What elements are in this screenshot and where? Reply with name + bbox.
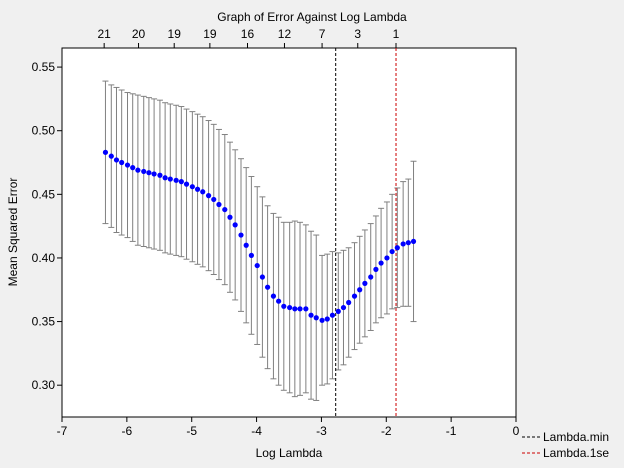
chart-title: Graph of Error Against Log Lambda [217, 10, 407, 24]
top-tick-label: 3 [354, 27, 361, 41]
data-point [205, 193, 212, 199]
data-point [351, 293, 358, 299]
y-tick-label: 0.35 [32, 315, 56, 329]
data-point [189, 184, 195, 190]
top-tick-label: 16 [241, 27, 255, 41]
data-point [335, 308, 341, 314]
data-point [216, 201, 222, 208]
data-point [232, 222, 238, 228]
data-point [329, 312, 336, 318]
data-point [254, 262, 260, 269]
x-tick-label: -2 [381, 424, 392, 438]
data-point [264, 284, 271, 290]
data-point [368, 274, 374, 280]
data-point [211, 196, 217, 203]
data-point [340, 304, 347, 311]
y-tick-label: 0.50 [32, 124, 56, 138]
data-point [389, 248, 395, 255]
y-tick-label: 0.40 [32, 251, 56, 265]
data-point [151, 171, 157, 177]
data-point [248, 252, 254, 259]
data-points [102, 149, 417, 323]
data-point [162, 175, 168, 181]
data-point [276, 298, 282, 304]
top-tick-label: 7 [319, 27, 326, 41]
x-axis: -7 -6 -5 -4 -3 -2 -1 0 [57, 417, 520, 438]
data-point [194, 186, 201, 192]
plot-area [61, 47, 517, 418]
data-point [119, 159, 125, 166]
x-tick-label: -7 [57, 424, 68, 438]
data-point [308, 312, 314, 318]
data-point [183, 181, 190, 187]
y-axis-label: Mean Squared Error [6, 178, 20, 287]
data-point [238, 232, 244, 238]
x-tick-label: -3 [316, 424, 327, 438]
top-tick-label: 19 [168, 27, 182, 41]
data-point [227, 214, 233, 220]
x-tick-label: -1 [446, 424, 457, 438]
top-tick-label: 12 [278, 27, 292, 41]
data-point [297, 306, 303, 312]
top-tick-label: 19 [203, 27, 217, 41]
data-point [108, 153, 114, 159]
data-point [178, 179, 184, 185]
data-point [384, 255, 390, 261]
y-tick-label: 0.45 [32, 187, 56, 201]
data-point [130, 165, 136, 171]
data-point [281, 303, 287, 309]
data-point [319, 317, 325, 323]
data-point [157, 172, 163, 178]
top-tick-label: 1 [393, 27, 400, 41]
x-tick-label: 0 [513, 424, 520, 438]
data-point [394, 245, 400, 251]
x-tick-label: -5 [186, 424, 197, 438]
data-point [102, 149, 109, 155]
y-tick-label: 0.55 [32, 60, 56, 74]
data-point [222, 206, 228, 213]
data-point [243, 242, 249, 248]
x-tick-label: -4 [251, 424, 262, 438]
data-point [303, 306, 309, 312]
x-axis-label: Log Lambda [256, 446, 323, 460]
data-point [410, 238, 417, 245]
data-point [292, 306, 298, 312]
data-point [405, 240, 411, 246]
data-point [362, 280, 368, 286]
data-point [200, 189, 206, 195]
data-point [287, 304, 293, 311]
reference-lines [335, 48, 397, 417]
data-point [173, 177, 179, 183]
data-point [135, 167, 141, 173]
legend-label: Lambda.1se [543, 446, 609, 460]
data-point [259, 274, 266, 280]
top-tick-label: 20 [132, 27, 146, 41]
y-axis: 0.30 0.35 0.40 0.45 0.50 0.55 [32, 60, 62, 392]
data-point [270, 293, 277, 299]
data-point [324, 316, 330, 322]
data-point [373, 266, 379, 272]
data-point [146, 170, 152, 176]
data-point [124, 162, 131, 168]
data-point [167, 176, 173, 182]
y-tick-label: 0.30 [32, 378, 56, 392]
data-point [357, 287, 363, 293]
top-tick-label: 21 [97, 27, 111, 41]
x-tick-label: -6 [122, 424, 133, 438]
top-axis: 21 20 19 19 16 12 7 3 1 [97, 27, 400, 48]
data-point [113, 157, 120, 163]
data-point [346, 299, 352, 306]
legend: Lambda.min Lambda.1se [522, 430, 609, 460]
data-point [400, 241, 406, 247]
data-point [378, 260, 384, 266]
data-point [313, 315, 319, 321]
data-point [141, 168, 147, 175]
legend-label: Lambda.min [543, 430, 609, 444]
